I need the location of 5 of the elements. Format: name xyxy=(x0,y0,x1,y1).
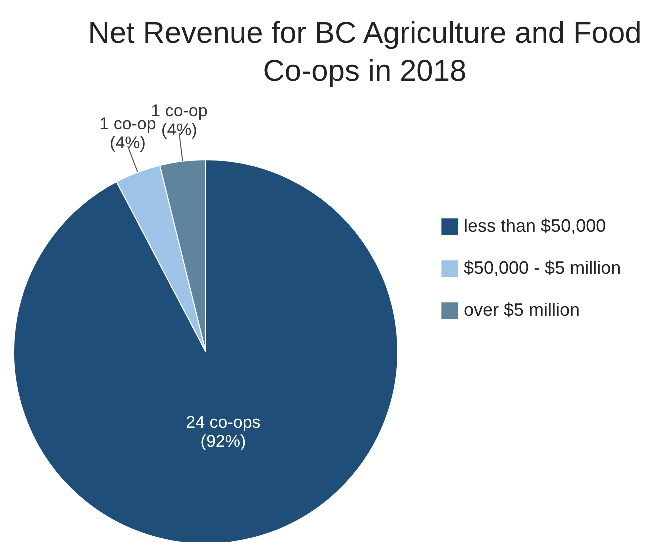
chart-title: Net Revenue for BC Agriculture and Food Co-ops in 2018 xyxy=(88,17,642,88)
legend-label: less than $50,000 xyxy=(464,216,606,236)
legend-label: over $5 million xyxy=(464,300,580,320)
legend-label: $50,000 - $5 million xyxy=(464,258,622,278)
data-label: 24 co-ops (92%) xyxy=(186,412,261,451)
